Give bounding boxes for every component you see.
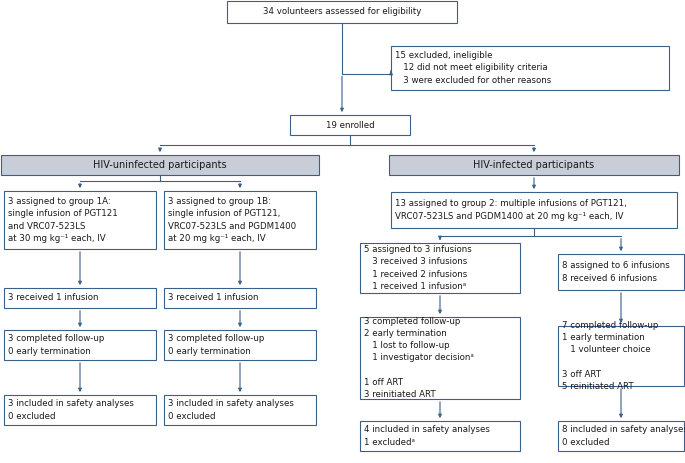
FancyBboxPatch shape — [164, 395, 316, 425]
FancyBboxPatch shape — [4, 330, 156, 360]
FancyBboxPatch shape — [389, 155, 679, 175]
Text: 15 excluded, ineligible
   12 did not meet eligibility criteria
   3 were exclud: 15 excluded, ineligible 12 did not meet … — [395, 51, 551, 85]
FancyBboxPatch shape — [558, 421, 684, 451]
Text: 13 assigned to group 2: multiple infusions of PGT121,
VRC07-523LS and PGDM1400 a: 13 assigned to group 2: multiple infusio… — [395, 200, 627, 220]
Text: 3 assigned to group 1B:
single infusion of PGT121,
VRC07-523LS and PGDM1400
at 2: 3 assigned to group 1B: single infusion … — [168, 197, 296, 243]
Text: 3 completed follow-up
0 early termination: 3 completed follow-up 0 early terminatio… — [168, 334, 264, 356]
FancyBboxPatch shape — [391, 192, 677, 228]
FancyBboxPatch shape — [360, 243, 520, 293]
FancyBboxPatch shape — [4, 191, 156, 249]
Text: 3 completed follow-up
0 early termination: 3 completed follow-up 0 early terminatio… — [8, 334, 104, 356]
Text: 34 volunteers assessed for eligibility: 34 volunteers assessed for eligibility — [263, 7, 421, 17]
FancyBboxPatch shape — [360, 317, 520, 399]
FancyBboxPatch shape — [164, 330, 316, 360]
FancyBboxPatch shape — [4, 395, 156, 425]
Text: 8 included in safety analyses
0 excluded: 8 included in safety analyses 0 excluded — [562, 425, 685, 447]
FancyBboxPatch shape — [391, 46, 669, 90]
FancyBboxPatch shape — [558, 326, 684, 386]
FancyBboxPatch shape — [1, 155, 319, 175]
Text: 3 received 1 infusion: 3 received 1 infusion — [168, 294, 258, 302]
Text: 5 assigned to 3 infusions
   3 received 3 infusions
   1 received 2 infusions
  : 5 assigned to 3 infusions 3 received 3 i… — [364, 245, 472, 291]
Text: 7 completed follow-up
1 early termination
   1 volunteer choice

3 off ART
5 rei: 7 completed follow-up 1 early terminatio… — [562, 321, 658, 391]
Text: HIV-uninfected participants: HIV-uninfected participants — [93, 160, 227, 170]
Text: 3 assigned to group 1A:
single infusion of PGT121
and VRC07-523LS
at 30 mg kg⁻¹ : 3 assigned to group 1A: single infusion … — [8, 197, 118, 243]
Text: HIV-infected participants: HIV-infected participants — [473, 160, 595, 170]
Text: 3 completed follow-up
2 early termination
   1 lost to follow-up
   1 investigat: 3 completed follow-up 2 early terminatio… — [364, 317, 474, 399]
FancyBboxPatch shape — [164, 191, 316, 249]
FancyBboxPatch shape — [164, 288, 316, 308]
Text: 4 included in safety analyses
1 excludedᵃ: 4 included in safety analyses 1 excluded… — [364, 425, 490, 447]
FancyBboxPatch shape — [4, 288, 156, 308]
FancyBboxPatch shape — [290, 115, 410, 135]
Text: 3 received 1 infusion: 3 received 1 infusion — [8, 294, 99, 302]
FancyBboxPatch shape — [360, 421, 520, 451]
Text: 8 assigned to 6 infusions
8 received 6 infusions: 8 assigned to 6 infusions 8 received 6 i… — [562, 262, 670, 282]
Text: 19 enrolled: 19 enrolled — [325, 120, 374, 130]
Text: 3 included in safety analyses
0 excluded: 3 included in safety analyses 0 excluded — [8, 400, 134, 420]
Text: 3 included in safety analyses
0 excluded: 3 included in safety analyses 0 excluded — [168, 400, 294, 420]
FancyBboxPatch shape — [227, 1, 457, 23]
FancyBboxPatch shape — [558, 254, 684, 290]
